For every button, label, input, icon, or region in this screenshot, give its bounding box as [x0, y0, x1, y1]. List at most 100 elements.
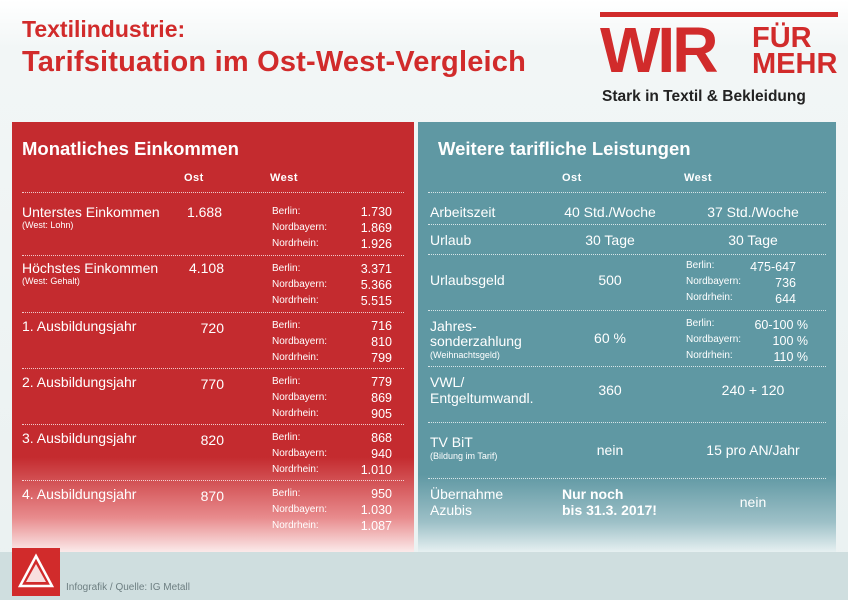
- west-city: Nordrhein:: [272, 408, 319, 419]
- divider: [22, 368, 404, 369]
- west-value: 644: [775, 292, 796, 306]
- divider: [428, 254, 826, 255]
- row-sublabel: (Weihnachtsgeld): [430, 350, 500, 360]
- divider: [428, 310, 826, 311]
- west-city: Berlin:: [272, 432, 301, 443]
- west-value: 940: [371, 447, 392, 461]
- west-city: Nordrhein:: [272, 520, 319, 531]
- igm-logo-icon: [12, 548, 60, 596]
- title-line1: Textilindustrie:: [22, 16, 186, 42]
- west-value: 950: [371, 487, 392, 501]
- ost-value: 60 %: [594, 330, 626, 346]
- benefits-panel: Weitere tarifliche Leistungen Ost West A…: [418, 122, 836, 552]
- ost-value: 870: [200, 488, 224, 504]
- logo-wir: WIR: [600, 14, 718, 86]
- col-head-west: West: [684, 172, 713, 184]
- row-label: Jahres-: [430, 318, 477, 334]
- west-value: 716: [371, 319, 392, 333]
- west-value: 1.087: [360, 519, 392, 533]
- west-city: Nordrhein:: [686, 292, 733, 303]
- row-label: Höchstes Einkommen: [22, 260, 159, 276]
- west-value: 100 %: [772, 334, 808, 348]
- west-city: Nordrhein:: [272, 238, 319, 249]
- west-value: 1.869: [360, 221, 392, 235]
- west-value: 868: [371, 431, 392, 445]
- west-value: 1.010: [360, 463, 392, 477]
- west-city: Nordrhein:: [272, 464, 319, 475]
- ost-value: 30 Tage: [585, 232, 635, 248]
- row-sublabel: (West: Gehalt): [22, 276, 80, 286]
- west-city: Nordbayern:: [272, 222, 328, 233]
- west-value: 1.926: [360, 237, 392, 251]
- row-label: Arbeitszeit: [430, 204, 496, 220]
- west-value: 869: [371, 391, 392, 405]
- west-city: Nordbayern:: [272, 392, 328, 403]
- row-label: Entgeltumwandl.: [430, 390, 534, 406]
- logo-tagline: Stark in Textil & Bekleidung: [602, 88, 806, 105]
- logo-mehr: MEHR: [752, 48, 838, 80]
- row-label: TV BiT: [430, 434, 473, 450]
- ost-value: 40 Std./Woche: [564, 204, 656, 220]
- west-value: 1.030: [360, 503, 392, 517]
- divider: [428, 366, 826, 367]
- west-value: 5.515: [360, 294, 392, 308]
- col-head-west: West: [270, 172, 299, 184]
- title-line2: Tarifsituation im Ost-West-Vergleich: [22, 46, 527, 78]
- divider: [428, 224, 826, 225]
- divider: [22, 480, 404, 481]
- west-value: 1.730: [360, 205, 392, 219]
- west-city: Nordbayern:: [272, 279, 328, 290]
- logo-bar: [600, 12, 838, 17]
- west-city: Berlin:: [272, 488, 301, 499]
- ost-value: 500: [598, 272, 622, 288]
- divider: [22, 424, 404, 425]
- west-city: Nordbayern:: [272, 336, 328, 347]
- divider: [428, 478, 826, 479]
- west-city: Nordbayern:: [272, 448, 328, 459]
- ost-value: 360: [598, 382, 622, 398]
- igm-logo: [12, 548, 60, 596]
- row-label: 2. Ausbildungsjahr: [22, 374, 137, 390]
- west-value: 240 + 120: [721, 382, 785, 398]
- west-value: 3.371: [360, 262, 392, 276]
- row-label: Urlaubsgeld: [430, 272, 505, 288]
- west-city: Berlin:: [272, 206, 301, 217]
- row-sublabel: (Bildung im Tarif): [430, 451, 498, 461]
- west-value: 37 Std./Woche: [707, 204, 799, 220]
- west-city: Nordrhein:: [686, 350, 733, 361]
- row-label: Azubis: [430, 502, 473, 518]
- income-panel-title: Monatliches Einkommen: [22, 138, 239, 159]
- west-city: Nordrhein:: [272, 352, 319, 363]
- divider: [22, 312, 404, 313]
- ost-value: 720: [200, 320, 224, 336]
- west-value: nein: [739, 494, 767, 510]
- source-note: Infografik / Quelle: IG Metall: [66, 582, 190, 593]
- logo-fuer: FÜR: [752, 22, 812, 54]
- ost-value: bis 31.3. 2017!: [562, 502, 657, 518]
- row-label: 1. Ausbildungsjahr: [22, 318, 137, 334]
- west-city: Berlin:: [272, 263, 301, 274]
- ost-value: 1.688: [186, 204, 222, 220]
- west-city: Berlin:: [272, 376, 301, 387]
- divider: [22, 192, 404, 193]
- west-value: 799: [371, 351, 392, 365]
- divider: [22, 255, 404, 256]
- ost-value: Nur noch: [562, 486, 624, 502]
- row-sublabel: (West: Lohn): [22, 220, 74, 230]
- row-label: 4. Ausbildungsjahr: [22, 486, 137, 502]
- row-label: Übernahme: [430, 486, 504, 502]
- row-label: VWL/: [430, 374, 465, 390]
- col-head-ost: Ost: [562, 172, 582, 184]
- west-value: 810: [371, 335, 392, 349]
- row-label: Urlaub: [430, 232, 472, 248]
- west-value: 779: [371, 375, 392, 389]
- ost-value: nein: [596, 442, 624, 458]
- ost-value: 770: [200, 376, 224, 392]
- row-label: 3. Ausbildungsjahr: [22, 430, 137, 446]
- west-value: 905: [371, 407, 392, 421]
- row-label: Unterstes Einkommen: [22, 204, 160, 220]
- ost-value: 4.108: [188, 260, 224, 276]
- west-value: 15 pro AN/Jahr: [706, 442, 800, 458]
- west-city: Berlin:: [686, 260, 715, 271]
